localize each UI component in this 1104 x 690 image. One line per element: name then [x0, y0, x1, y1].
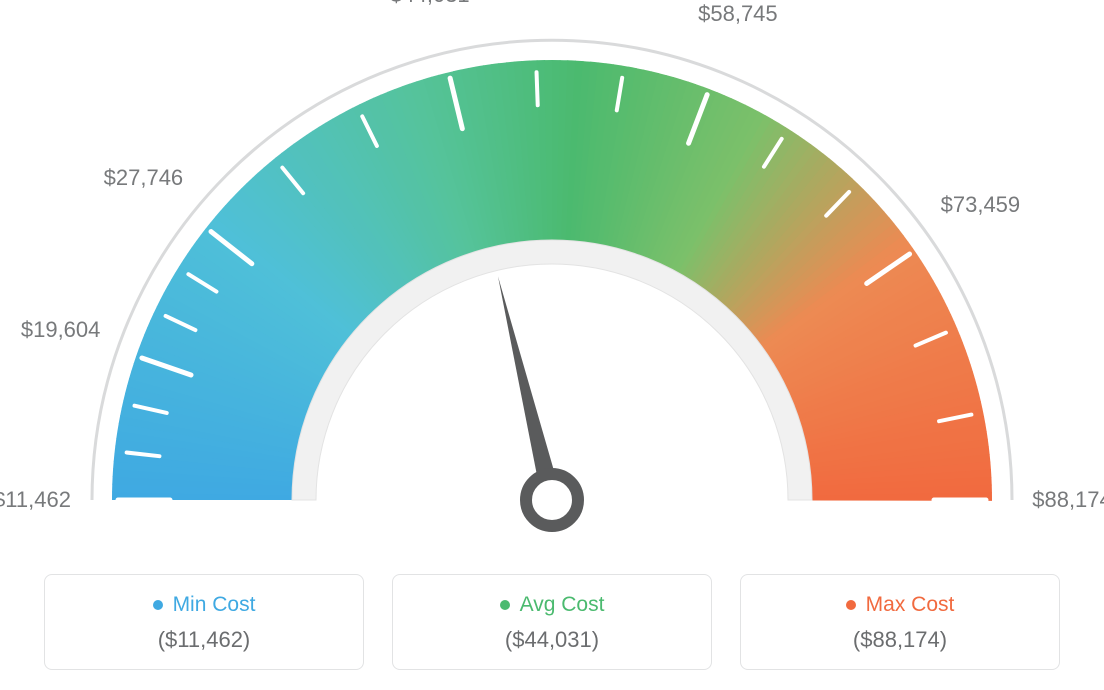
- gauge-tick-label: $19,604: [21, 317, 101, 343]
- dot-icon: [153, 600, 163, 610]
- dot-icon: [500, 600, 510, 610]
- gauge-tick-label: $88,174: [1032, 487, 1104, 513]
- legend-value-min: ($11,462): [55, 627, 353, 653]
- legend-card-avg: Avg Cost ($44,031): [392, 574, 712, 670]
- legend-title-min: Min Cost: [153, 593, 256, 617]
- gauge-tick-label: $11,462: [0, 487, 71, 513]
- legend-title-text: Avg Cost: [520, 593, 605, 617]
- legend-title-text: Max Cost: [866, 593, 955, 617]
- legend-title-text: Min Cost: [173, 593, 256, 617]
- gauge-tick-label: $58,745: [698, 1, 778, 27]
- dot-icon: [846, 600, 856, 610]
- gauge-svg: [0, 0, 1104, 555]
- cost-gauge-chart: $11,462 $19,604 $27,746 $44,031 $58,745 $73,4…: [0, 0, 1104, 690]
- gauge-tick-label: $73,459: [941, 192, 1021, 218]
- gauge-tick-label: $27,746: [104, 165, 184, 191]
- gauge-tick-label: $44,031: [390, 0, 470, 8]
- legend-row: Min Cost ($11,462) Avg Cost ($44,031) Ma…: [0, 574, 1104, 670]
- legend-value-avg: ($44,031): [403, 627, 701, 653]
- legend-card-min: Min Cost ($11,462): [44, 574, 364, 670]
- legend-title-avg: Avg Cost: [500, 593, 605, 617]
- legend-title-max: Max Cost: [846, 593, 955, 617]
- legend-value-max: ($88,174): [751, 627, 1049, 653]
- gauge-area: $11,462 $19,604 $27,746 $44,031 $58,745 $73,4…: [0, 0, 1104, 555]
- legend-card-max: Max Cost ($88,174): [740, 574, 1060, 670]
